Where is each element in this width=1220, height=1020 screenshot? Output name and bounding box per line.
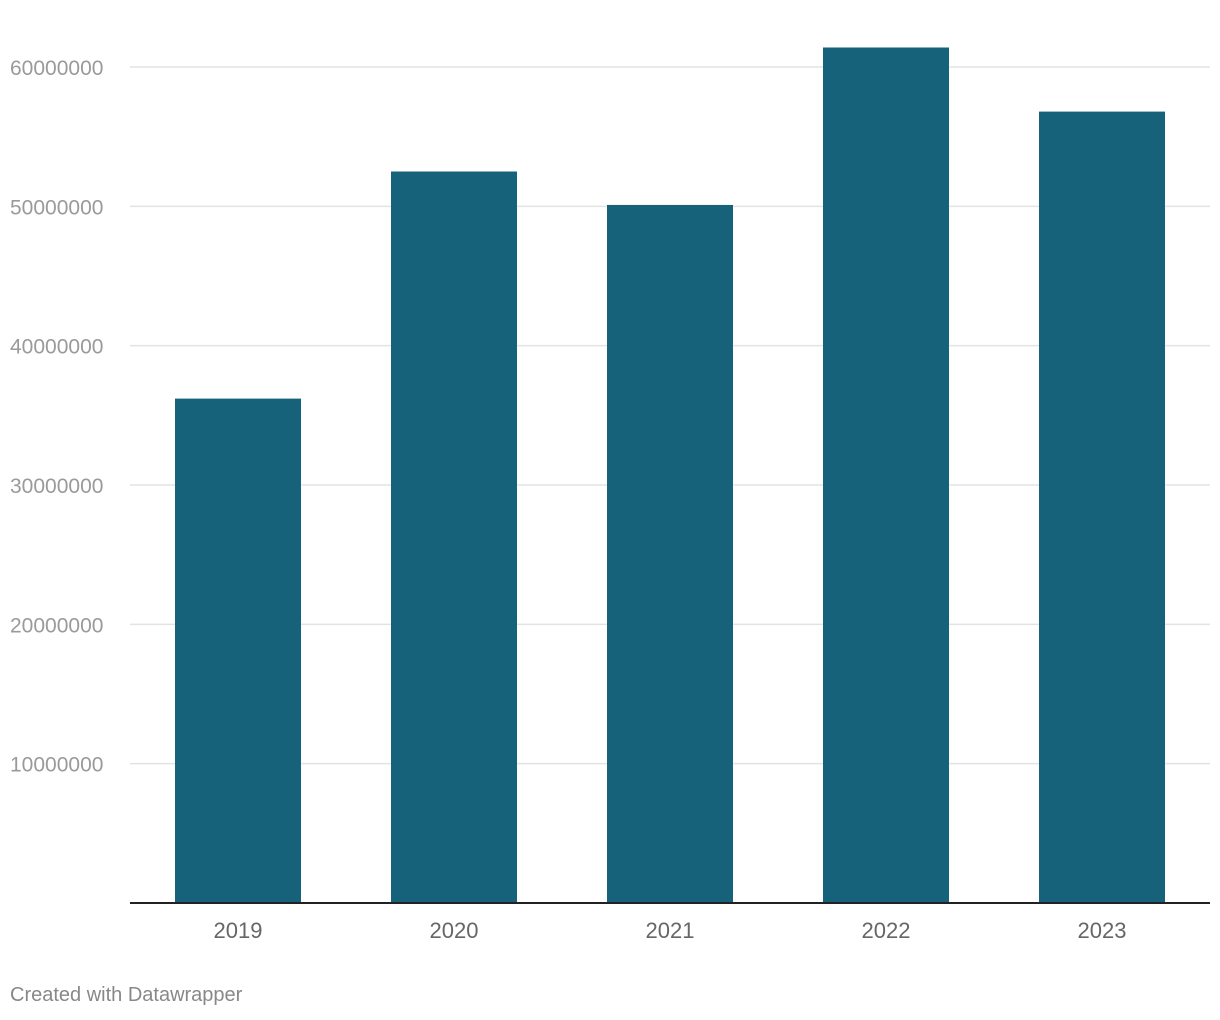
y-tick-label: 50000000 (10, 196, 103, 219)
bar-2022 (823, 47, 949, 903)
bar-2020 (391, 171, 517, 903)
bar-2023 (1039, 111, 1165, 903)
bar-2021 (607, 204, 733, 903)
y-axis-ticks: 10000000 20000000 30000000 40000000 50000000… (10, 57, 103, 777)
credit-text: Created with Datawrapper (10, 984, 243, 1006)
bar-2019 (175, 398, 301, 903)
bar-chart: 10000000 20000000 30000000 40000000 50000000… (10, 47, 1210, 943)
y-tick-label: 10000000 (10, 754, 103, 777)
x-tick-label: 2019 (214, 918, 263, 943)
x-tick-label: 2022 (862, 918, 911, 943)
x-tick-label: 2023 (1078, 918, 1127, 943)
y-tick-label: 60000000 (10, 57, 103, 80)
bars (175, 47, 1165, 903)
x-tick-label: 2021 (646, 918, 695, 943)
x-axis-ticks: 2019 2020 2021 2022 2023 (214, 918, 1127, 943)
x-tick-label: 2020 (430, 918, 479, 943)
y-tick-label: 30000000 (10, 475, 103, 498)
y-tick-label: 20000000 (10, 614, 103, 637)
y-tick-label: 40000000 (10, 336, 103, 359)
